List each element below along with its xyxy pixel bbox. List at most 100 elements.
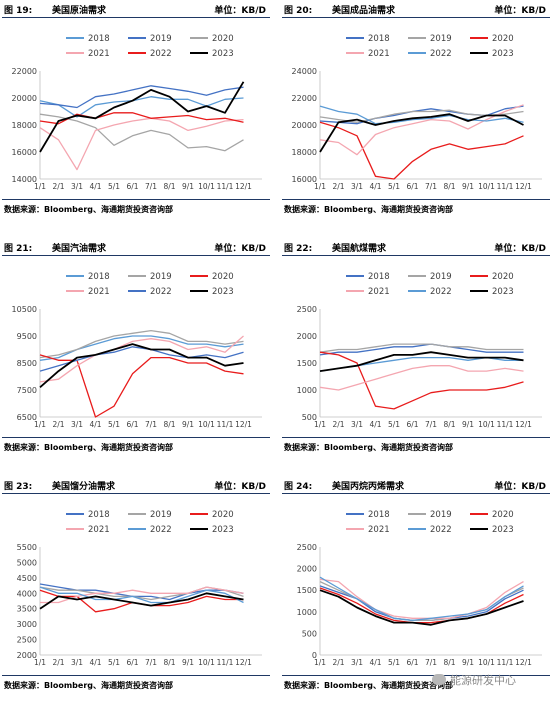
caption-rule: [282, 255, 550, 256]
legend-item: 2023: [470, 49, 514, 59]
y-tick-label: 22000: [292, 94, 317, 103]
legend-item: 2023: [190, 287, 234, 297]
y-tick-label: 18000: [292, 148, 317, 157]
x-tick-label: 10/1: [478, 658, 495, 667]
legend-item: 2018: [346, 272, 390, 282]
y-tick-label: 7500: [17, 386, 37, 395]
legend-label: 2018: [368, 510, 390, 520]
y-tick-label: 2000: [17, 651, 37, 660]
caption-rule: [2, 255, 270, 256]
x-tick-label: 5/1: [108, 182, 120, 191]
y-tick-label: 2500: [17, 636, 37, 645]
series-line-2020: [39, 354, 244, 418]
series-line-2023: [319, 113, 524, 153]
figure-number: 图 20:: [284, 6, 313, 16]
y-tick-label: 2500: [297, 543, 317, 552]
x-tick-label: 9/1: [182, 182, 194, 191]
source-rule: [282, 437, 550, 438]
legend-item: 2021: [66, 525, 110, 535]
y-tick-label: 2500: [297, 305, 317, 314]
legend-label: 2019: [430, 510, 452, 520]
series-line-2019: [319, 343, 524, 353]
figure-caption: 图 20: 美国成品油需求 单位：KB/D: [284, 3, 548, 17]
x-tick-label: 4/1: [369, 420, 381, 429]
legend-label: 2018: [88, 510, 110, 520]
x-tick-label: 9/1: [462, 182, 474, 191]
x-tick-label: 9/1: [462, 420, 474, 429]
y-tick-label: 0: [312, 651, 317, 660]
y-tick-label: 500: [302, 413, 317, 422]
x-tick-label: 7/1: [425, 658, 437, 667]
x-tick-label: 4/1: [89, 420, 101, 429]
figure-source: 数据来源：Bloomberg、海通期货投资咨询部: [4, 681, 173, 690]
legend-item: 2018: [346, 510, 390, 520]
legend-label: 2022: [430, 49, 452, 59]
x-tick-label: 1/1: [34, 658, 46, 667]
x-tick-label: 5/1: [108, 658, 120, 667]
series-line-2023: [319, 351, 524, 372]
legend-label: 2023: [492, 287, 514, 297]
legend-item: 2023: [190, 49, 234, 59]
legend-item: 2022: [128, 49, 172, 59]
x-tick-label: 7/1: [425, 420, 437, 429]
x-tick-label: 2/1: [332, 658, 344, 667]
figure-source: 数据来源：Bloomberg、海通期货投资咨询部: [4, 205, 173, 214]
series-line-2021: [319, 104, 524, 156]
y-tick-label: 16000: [12, 148, 37, 157]
series-line-2019: [319, 581, 524, 622]
figure-title: 美国馏分油需求: [52, 482, 116, 492]
legend-label: 2020: [212, 510, 234, 520]
x-tick-label: 3/1: [351, 182, 363, 191]
legend-item: 2023: [470, 287, 514, 297]
x-tick-label: 6/1: [126, 658, 138, 667]
x-tick-label: 7/1: [145, 420, 157, 429]
figure-panel-19: 图 19: 美国原油需求 单位：KB/D 2018 2019 2020 2021 202…: [0, 0, 272, 231]
x-tick-label: 3/1: [351, 420, 363, 429]
figure-unit: 单位：KB/D: [494, 244, 546, 254]
caption-rule: [282, 493, 550, 494]
source-rule: [2, 437, 270, 438]
y-tick-label: 18000: [12, 121, 37, 130]
legend-label: 2018: [368, 272, 390, 282]
figure-caption: 图 21: 美国汽油需求 单位：KB/D: [4, 241, 268, 255]
legend-label: 2018: [88, 34, 110, 44]
x-tick-label: 7/1: [145, 658, 157, 667]
x-tick-label: 7/1: [145, 182, 157, 191]
series-line-2022: [319, 576, 524, 622]
x-tick-label: 6/1: [406, 658, 418, 667]
figure-panel-20: 图 20: 美国成品油需求 单位：KB/D 2018 2019 2020 2021 20…: [280, 0, 552, 231]
figure-number: 图 24:: [284, 482, 313, 492]
x-tick-label: 11/1: [497, 420, 514, 429]
figure-panel-23: 图 23: 美国馏分油需求 单位：KB/D 2018 2019 2020 2021 20…: [0, 476, 272, 707]
caption-rule: [2, 493, 270, 494]
y-tick-label: 3000: [17, 620, 37, 629]
source-rule: [2, 199, 270, 200]
x-tick-label: 1/1: [314, 658, 326, 667]
legend-item: 2021: [346, 287, 390, 297]
x-tick-label: 6/1: [406, 182, 418, 191]
y-tick-label: 3500: [17, 605, 37, 614]
figure-title: 美国航煤需求: [332, 244, 387, 254]
y-tick-label: 6500: [17, 413, 37, 422]
y-tick-label: 10500: [12, 305, 37, 314]
line-chart: 2018 2019 2020 2021 2022 2023 6500 7500 8500 9500…: [12, 272, 262, 429]
legend-label: 2020: [492, 510, 514, 520]
x-tick-label: 5/1: [388, 658, 400, 667]
legend-item: 2021: [66, 287, 110, 297]
x-tick-label: 11/1: [497, 182, 514, 191]
line-chart: 2018 2019 2020 2021 2022 2023 0 500 1000 1500 2000…: [297, 510, 542, 667]
x-tick-label: 5/1: [108, 420, 120, 429]
legend-item: 2022: [128, 525, 172, 535]
y-tick-label: 4500: [17, 574, 37, 583]
legend-item: 2020: [470, 272, 514, 282]
legend-item: 2019: [128, 272, 172, 282]
line-chart: 2018 2019 2020 2021 2022 2023 16000 18000 20000 2…: [292, 34, 542, 191]
y-tick-label: 2000: [297, 332, 317, 341]
y-tick-label: 1500: [297, 359, 317, 368]
x-tick-label: 1/1: [314, 182, 326, 191]
series-line-2019: [39, 85, 244, 109]
y-tick-label: 24000: [292, 67, 317, 76]
series-line-2021: [39, 117, 244, 171]
x-tick-label: 6/1: [126, 182, 138, 191]
x-tick-label: 12/1: [235, 658, 252, 667]
